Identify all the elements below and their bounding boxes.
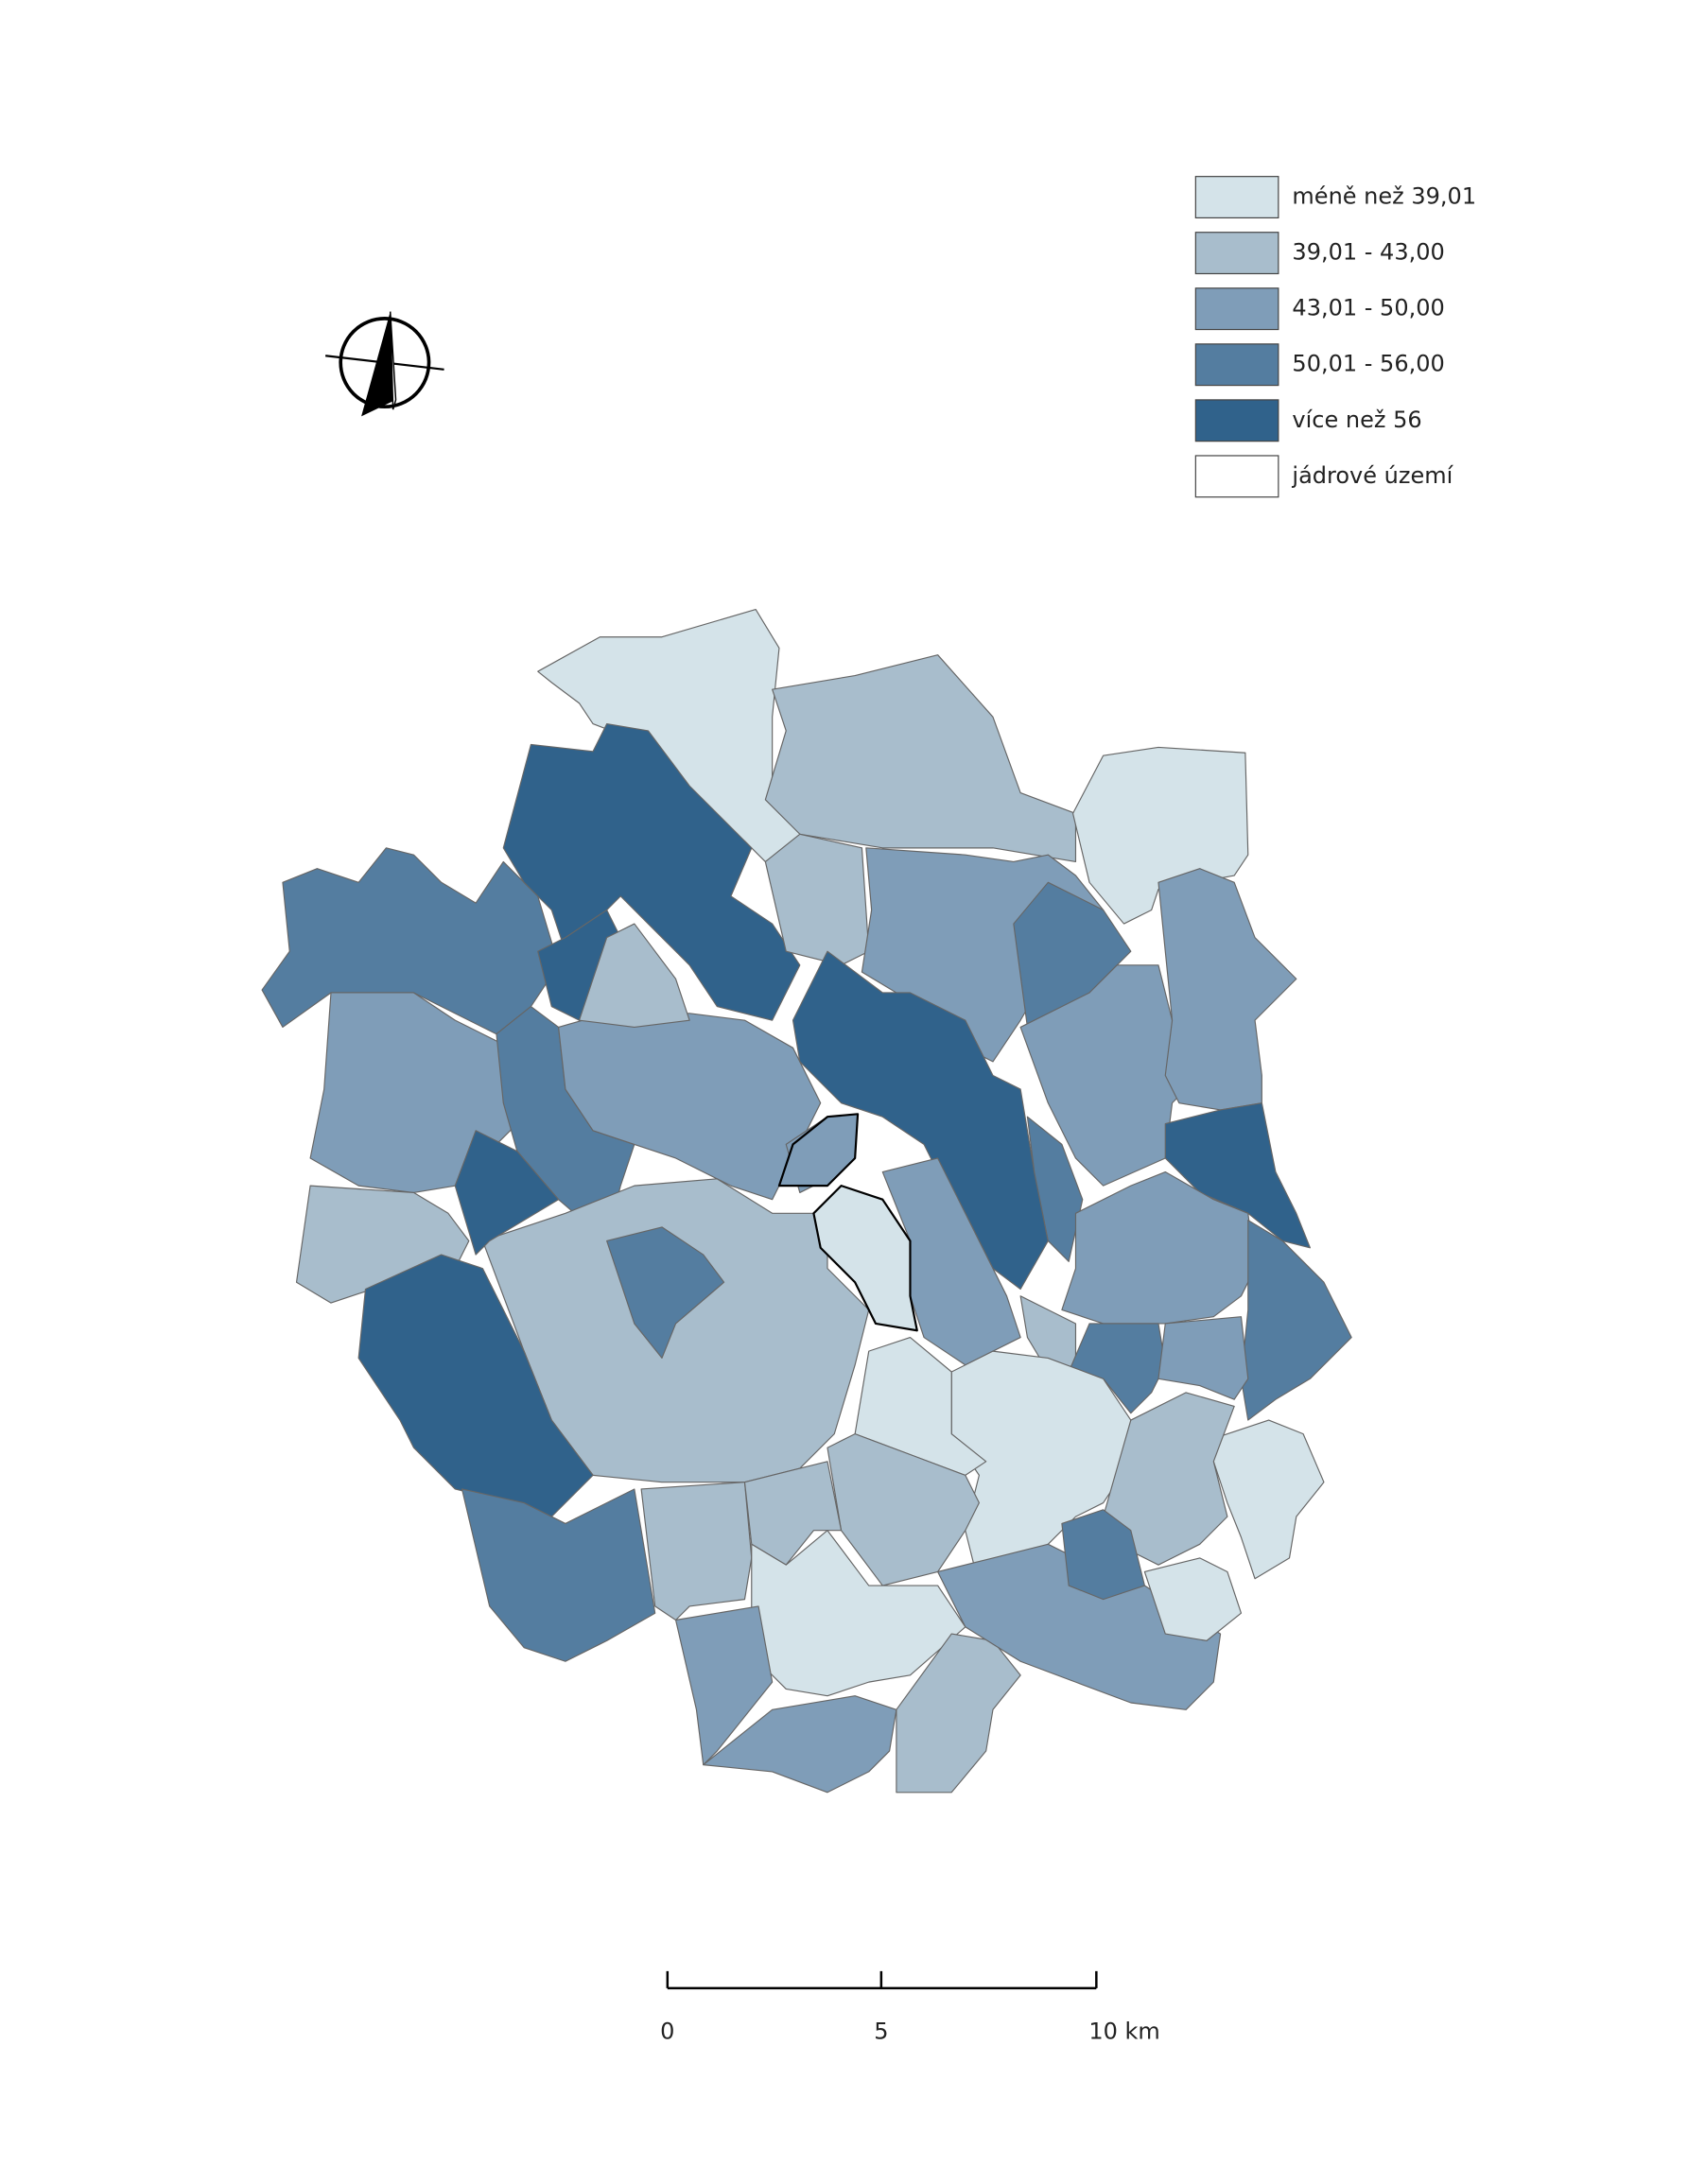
legend-swatch xyxy=(1194,399,1279,442)
legend-label: méně než 39,01 xyxy=(1292,183,1476,210)
north-arrow xyxy=(325,311,444,417)
legend-swatch xyxy=(1194,287,1279,331)
region xyxy=(1157,868,1297,1111)
legend-swatch xyxy=(1194,176,1279,219)
region xyxy=(674,1605,774,1766)
region xyxy=(502,723,801,1021)
region xyxy=(1026,1116,1084,1262)
legend-label: jádrové území xyxy=(1291,462,1453,489)
region xyxy=(896,1633,1021,1794)
region xyxy=(703,1695,897,1794)
region xyxy=(1143,1557,1243,1641)
legend-label: 43,01 - 50,00 xyxy=(1292,295,1444,321)
region xyxy=(1164,1102,1311,1249)
region xyxy=(777,1113,860,1187)
region xyxy=(792,950,1049,1291)
region xyxy=(1206,1419,1325,1580)
region xyxy=(764,654,1077,863)
region xyxy=(812,1185,918,1332)
legend-swatch xyxy=(1194,343,1279,387)
scale-label: 5 xyxy=(874,2019,888,2045)
legend-label: 39,01 - 43,00 xyxy=(1292,239,1444,266)
scale-bar: 0 5 10 km xyxy=(660,1970,1160,2045)
region xyxy=(1061,1509,1145,1601)
region xyxy=(1061,1170,1256,1325)
scale-label: 0 xyxy=(660,2019,674,2045)
legend-swatch xyxy=(1194,232,1279,275)
legend-label: více než 56 xyxy=(1292,407,1421,433)
legend-label: 50,01 - 56,00 xyxy=(1292,351,1444,377)
region xyxy=(764,833,870,966)
region xyxy=(496,1005,635,1242)
legend-swatch xyxy=(1194,455,1279,498)
region xyxy=(827,1433,980,1586)
region xyxy=(640,1482,753,1621)
scale-label: 10 km xyxy=(1088,2019,1159,2045)
region xyxy=(937,1543,1222,1710)
legend: méně než 39,01 39,01 - 43,00 43,01 - 50,00… xyxy=(1194,176,1476,498)
region xyxy=(1240,1220,1352,1421)
region xyxy=(578,923,690,1029)
region xyxy=(1157,1316,1249,1400)
region xyxy=(461,1488,656,1662)
region xyxy=(454,1130,560,1256)
region xyxy=(606,1226,725,1360)
regions xyxy=(261,608,1352,1794)
